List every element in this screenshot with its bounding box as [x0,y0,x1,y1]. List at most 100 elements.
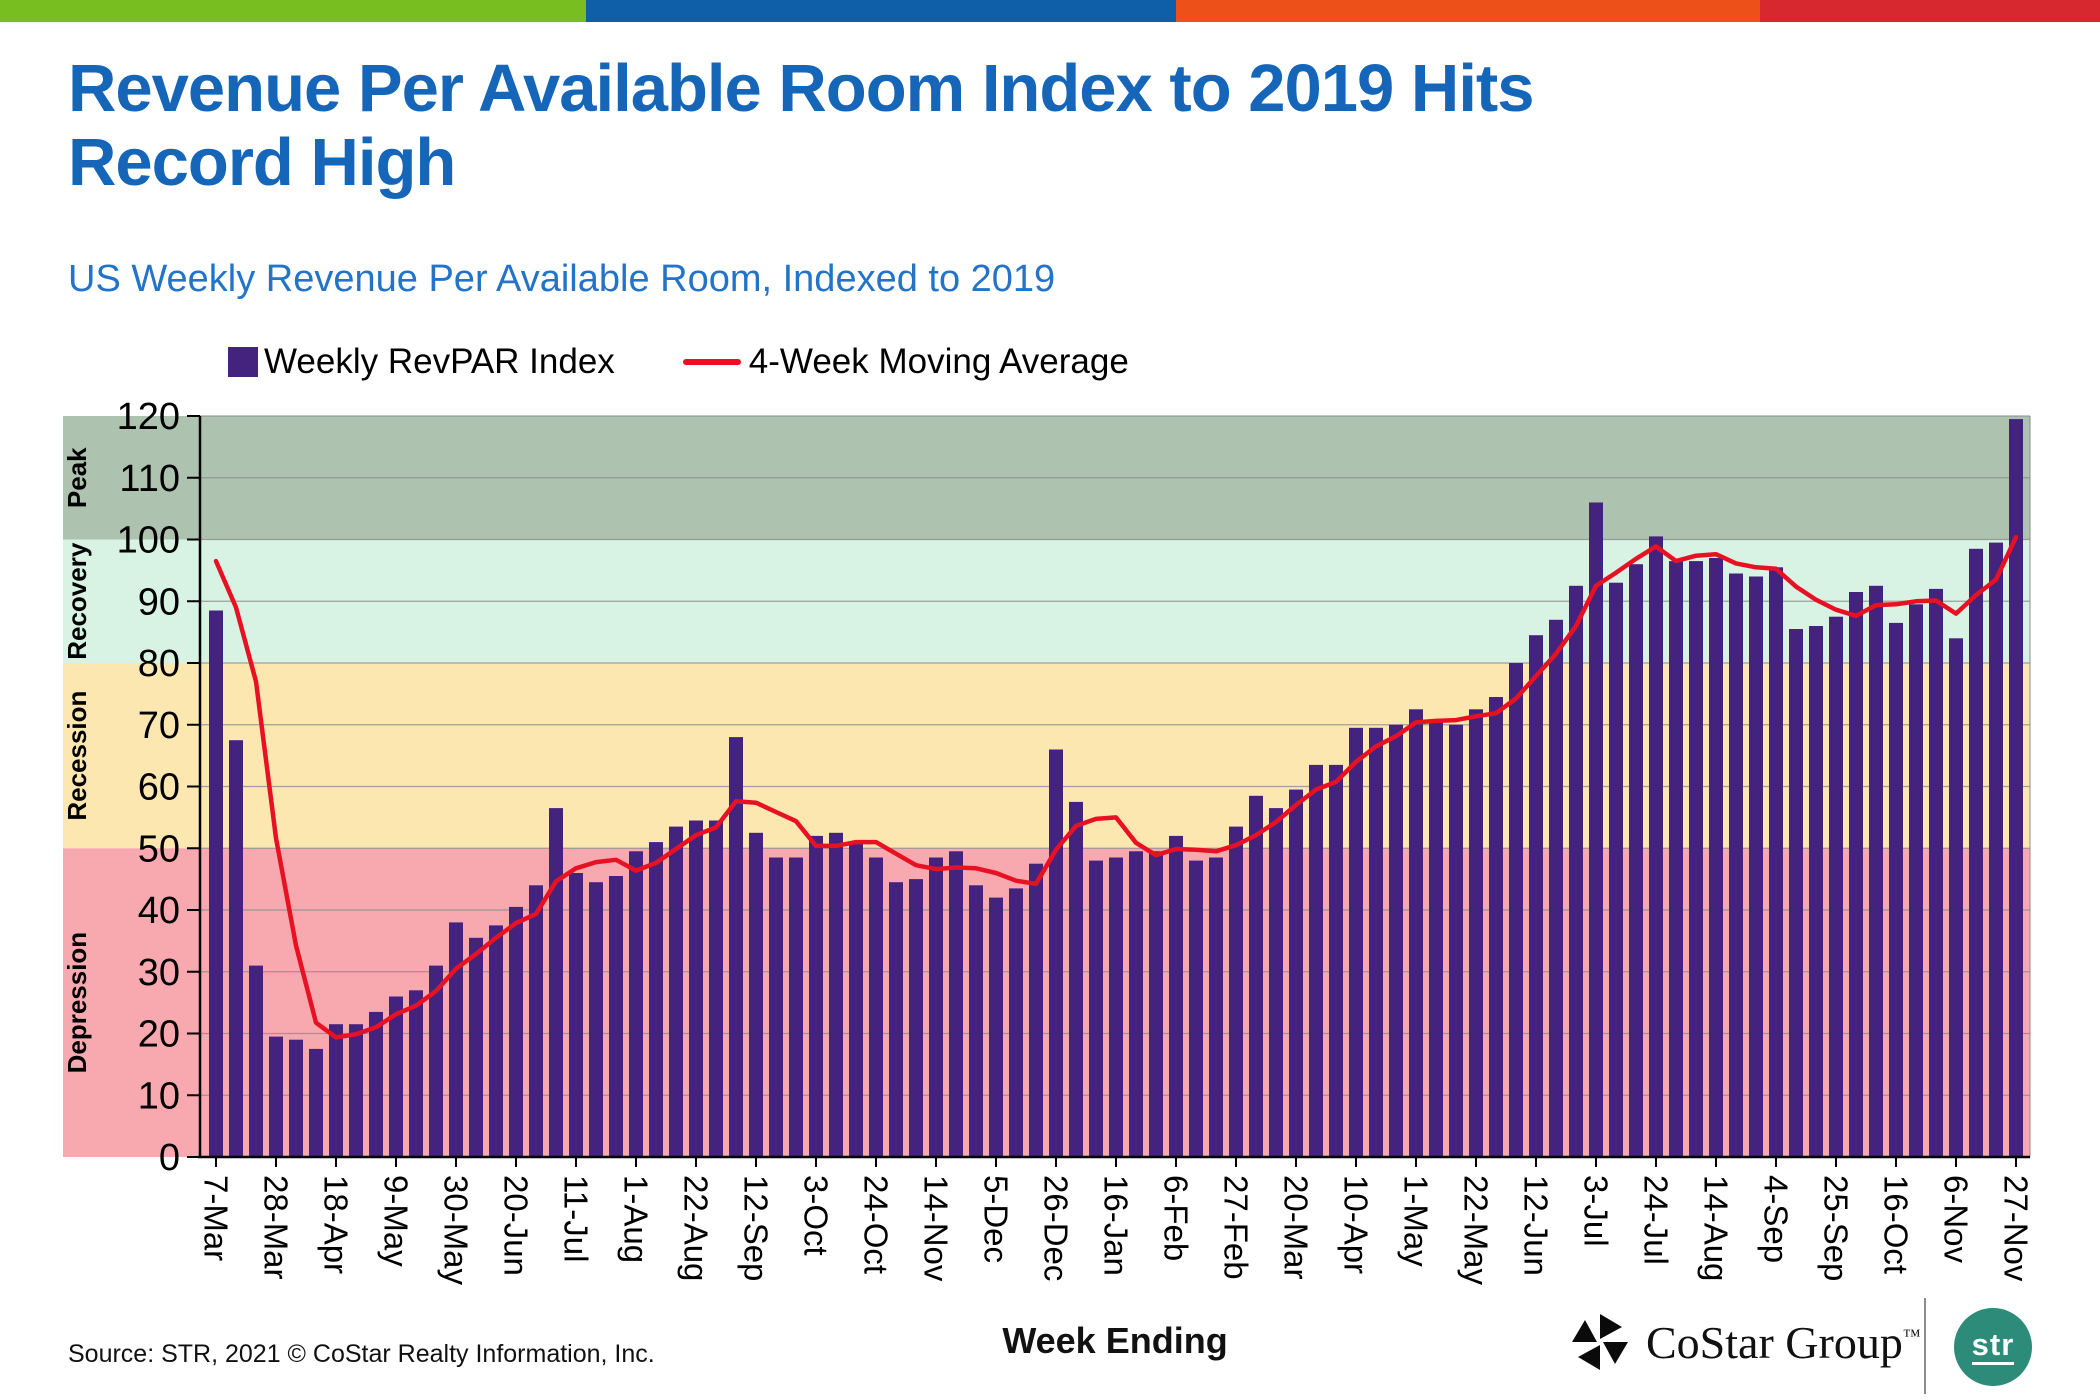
brand-strip-segment [585,0,1176,22]
x-tick-label: 11-Jul [558,1175,595,1262]
revpar-bar [1709,558,1723,1157]
revpar-bar [489,925,503,1157]
revpar-bar [709,820,723,1157]
brand-strip-segment [0,0,586,22]
revpar-bar [609,876,623,1157]
x-tick-label: 14-Aug [1698,1175,1735,1281]
revpar-bar [1929,588,1943,1157]
revpar-bar [269,1036,283,1157]
revpar-bar [1549,619,1563,1157]
page-title: Revenue Per Available Room Index to 2019… [68,51,1535,200]
revpar-bar [1309,764,1323,1157]
bar-series-swatch-icon [228,347,258,377]
str-logo: str [1954,1308,2032,1386]
revpar-bar [769,857,783,1157]
revpar-bar [449,922,463,1157]
revpar-bar [389,996,403,1157]
revpar-bar [1349,727,1363,1157]
y-tick-label: 0 [159,1137,180,1179]
y-tick-label: 50 [138,828,180,870]
revpar-bar [649,842,663,1157]
revpar-bar [1909,604,1923,1157]
revpar-bar [509,906,523,1157]
source-note: Source: STR, 2021 © CoStar Realty Inform… [68,1340,655,1368]
revpar-bar [1809,626,1823,1157]
x-tick-label: 24-Oct [858,1175,895,1274]
y-tick-label: 20 [138,1014,180,1056]
x-tick-label: 27-Nov [1998,1175,2035,1282]
revpar-bar [1689,561,1703,1157]
footer-divider [1924,1298,1926,1394]
x-tick-label: 4-Sep [1758,1175,1795,1263]
x-tick-label: 20-Mar [1278,1175,1315,1280]
x-tick-label: 1-Aug [618,1175,655,1263]
revpar-bar [569,873,583,1157]
zone-label-peak: Peak [62,447,92,508]
zone-label-recovery: Recovery [62,542,92,660]
revpar-bar [829,832,843,1157]
x-tick-label: 3-Oct [798,1175,835,1256]
revpar-bar [1029,863,1043,1157]
x-tick-label: 9-May [378,1175,415,1267]
costar-logo: CoStar Group™ [1568,1310,1920,1374]
revpar-bar [929,857,943,1157]
revpar-bar [989,897,1003,1157]
brand-color-strip [0,0,2100,22]
x-tick-label: 12-Jun [1518,1175,1555,1276]
x-tick-label: 16-Jan [1098,1175,1135,1276]
revpar-bar [1589,502,1603,1157]
y-tick-label: 90 [138,581,180,623]
revpar-bar [1009,888,1023,1157]
revpar-bar [409,990,423,1157]
x-tick-label: 6-Feb [1158,1175,1195,1261]
revpar-bar [1269,808,1283,1157]
revpar-bar [1849,592,1863,1157]
revpar-bar [589,882,603,1157]
revpar-bar [1389,724,1403,1158]
revpar-bar [249,965,263,1157]
y-tick-label: 10 [138,1075,180,1117]
costar-trademark: ™ [1902,1325,1921,1346]
costar-pinwheel-icon [1572,1314,1628,1370]
x-tick-label: 22-Aug [678,1175,715,1281]
costar-logo-text: CoStar Group™ [1646,1316,1921,1368]
revpar-bar [289,1039,303,1157]
revpar-bar [909,879,923,1157]
page-subtitle: US Weekly Revenue Per Available Room, In… [68,258,1056,300]
y-tick-label: 30 [138,952,180,994]
x-tick-label: 20-Jun [498,1175,535,1276]
revpar-bar [329,1024,343,1157]
revpar-bar [1609,582,1623,1157]
x-tick-label: 6-Nov [1938,1175,1975,1264]
revpar-bar [549,808,563,1157]
revpar-bar [1789,629,1803,1157]
x-tick-label: 24-Jul [1638,1175,1675,1265]
brand-strip-segment [1175,0,1760,22]
revpar-bar [1089,860,1103,1157]
legend-label-bars: Weekly RevPAR Index [264,342,615,381]
y-tick-label: 70 [138,705,180,747]
zone-label-depression: Depression [62,932,92,1074]
moving-average-line [213,534,2019,1040]
revpar-bar [1949,638,1963,1157]
revpar-bar [1109,857,1123,1157]
y-tick-label: 110 [119,458,180,500]
revpar-bar [789,857,803,1157]
revpar-bar [1289,789,1303,1157]
revpar-bar [1509,663,1523,1157]
revpar-bar [889,882,903,1157]
revpar-bar [1829,616,1843,1157]
y-tick-label: 100 [117,520,180,562]
revpar-bar [529,885,543,1157]
x-tick-label: 10-Apr [1338,1175,1375,1274]
revpar-bar [1489,697,1503,1157]
str-logo-text: str [1971,1329,2015,1365]
y-tick-label: 40 [138,890,180,932]
revpar-bar [1669,561,1683,1157]
x-tick-label: 3-Jul [1578,1175,1615,1247]
revpar-bar [1769,567,1783,1157]
chart-legend: Weekly RevPAR Index 4-Week Moving Averag… [228,342,1129,382]
x-tick-label: 22-May [1458,1175,1495,1286]
revpar-bar [1569,585,1583,1157]
x-axis-title: Week Ending [1002,1320,1228,1361]
